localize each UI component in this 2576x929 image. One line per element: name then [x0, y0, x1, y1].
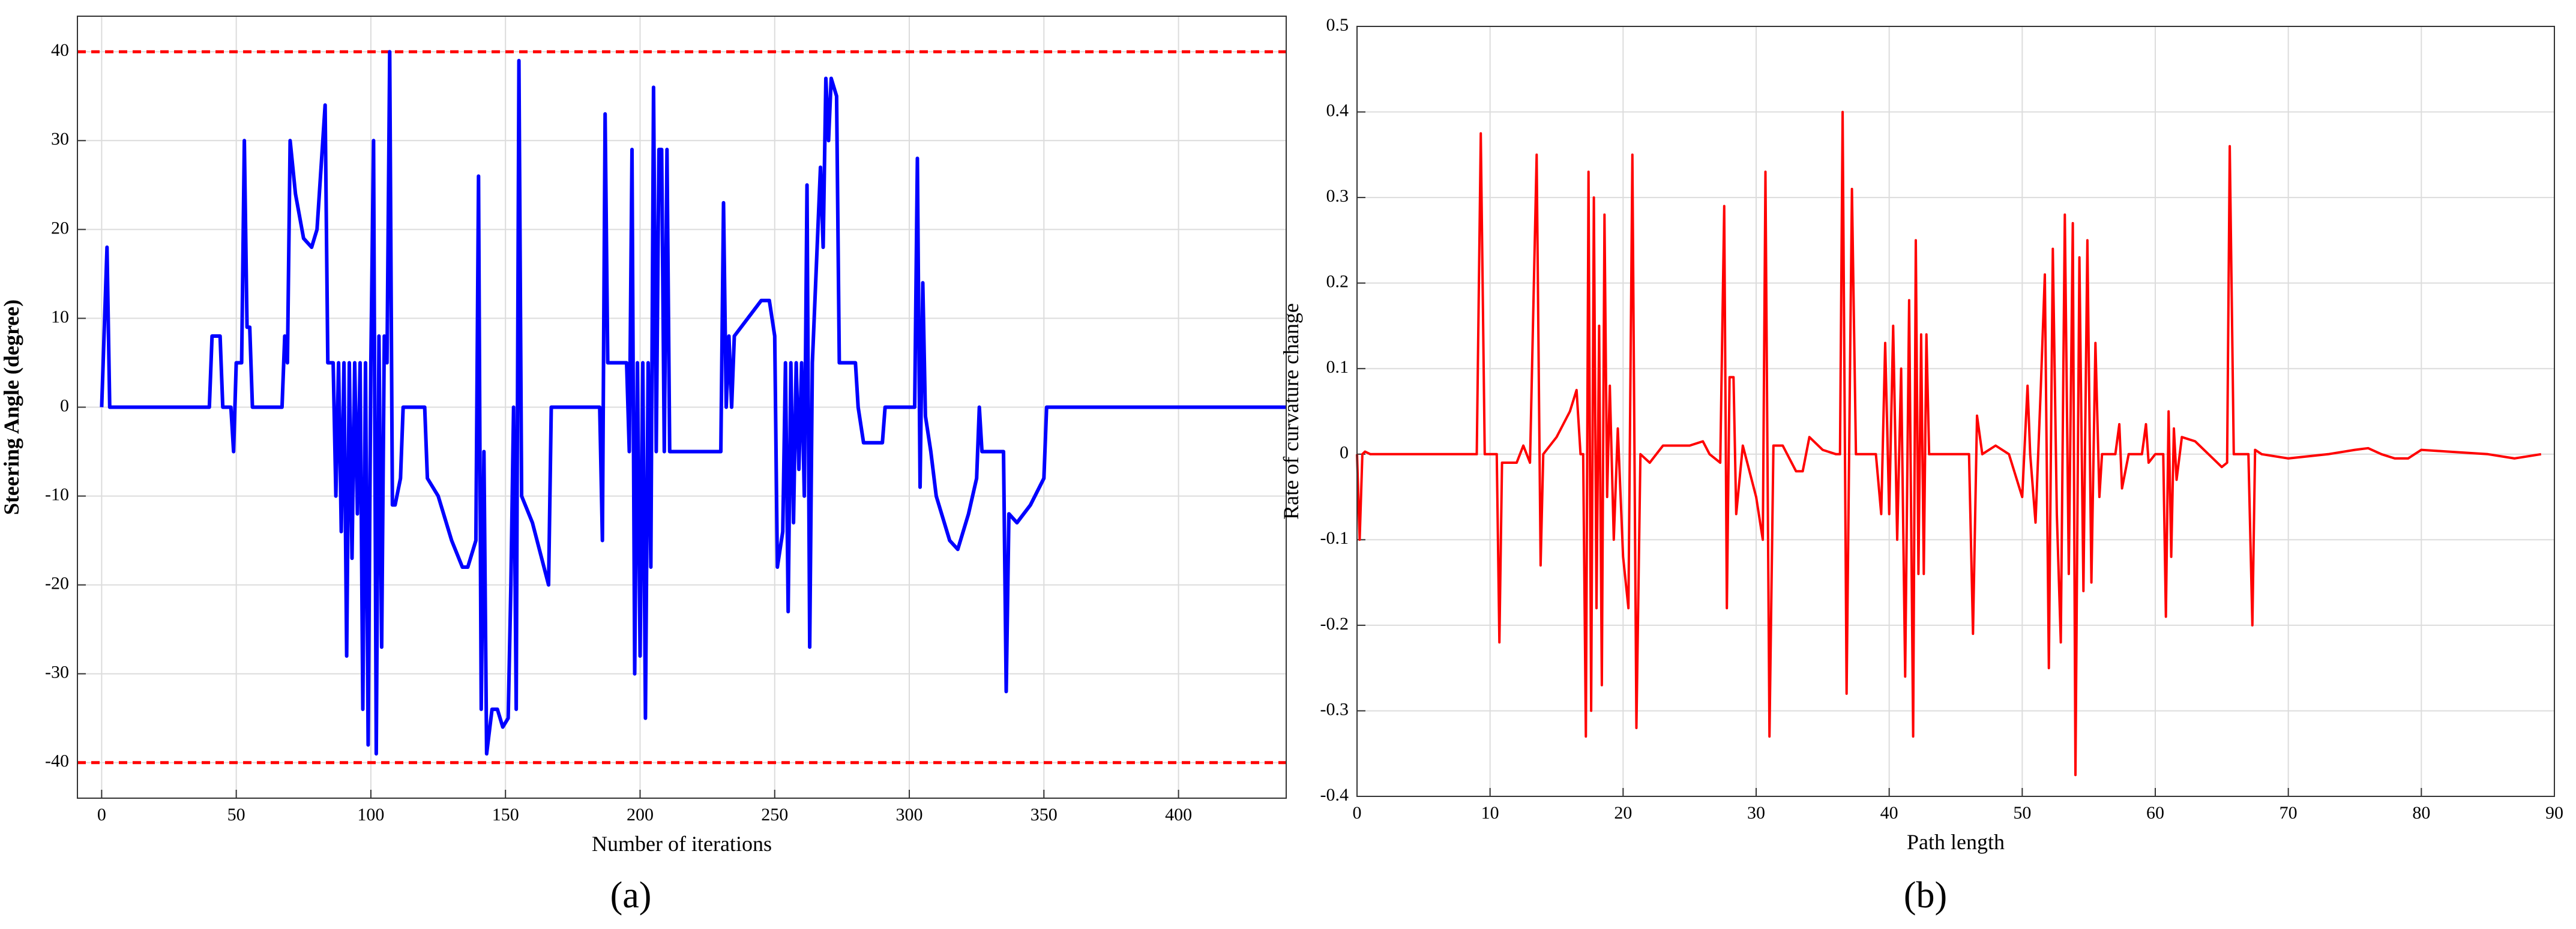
y-tick-label: 0.1: [1326, 357, 1349, 377]
y-axis-label: Rate of curvature change: [1279, 303, 1303, 520]
y-tick-label: -0.1: [1320, 528, 1349, 548]
x-tick-label: 60: [2146, 803, 2164, 823]
y-tick-label: 0.3: [1326, 186, 1349, 206]
x-axis-label: Path length: [1907, 830, 2005, 854]
y-tick-label: -30: [45, 663, 69, 682]
x-tick-label: 300: [896, 805, 923, 825]
x-tick-label: 50: [227, 805, 245, 825]
x-tick-label: 150: [492, 805, 519, 825]
y-tick-label: 0: [1340, 443, 1349, 463]
x-tick-label: 90: [2545, 803, 2563, 823]
x-tick-label: 10: [1481, 803, 1499, 823]
y-tick-label: -20: [45, 574, 69, 594]
x-tick-label: 40: [1880, 803, 1898, 823]
x-tick-label: 70: [2280, 803, 2298, 823]
y-tick-label: -0.2: [1320, 614, 1349, 634]
chart: 0 50 100 150 200 250 300 350 400 -40 -30 -20 -10 0 10 2…: [0, 16, 1287, 916]
y-tick-label: 0.2: [1326, 272, 1349, 292]
y-tick-label: -0.3: [1320, 699, 1349, 719]
x-tick-label: 350: [1031, 805, 1058, 825]
plot-frame: [1356, 26, 2555, 797]
y-tick-label: -40: [45, 751, 69, 771]
x-tick-label: 0: [97, 805, 106, 825]
y-tick-label: 20: [51, 218, 69, 238]
caption: (a): [610, 875, 652, 916]
y-tick-label: 0.5: [1326, 15, 1349, 35]
y-tick-label: 10: [51, 307, 69, 326]
caption: (b): [1904, 875, 1947, 916]
x-tick-label: 250: [761, 805, 788, 825]
y-tick-label: 0.4: [1326, 100, 1349, 120]
x-tick-label: 80: [2412, 803, 2430, 823]
data-line: [1356, 110, 2542, 777]
x-tick-label: 50: [2013, 803, 2031, 823]
y-tick-label: 40: [51, 40, 69, 60]
x-tick-label: 0: [1353, 803, 1362, 823]
y-tick-label: -0.4: [1320, 785, 1349, 805]
x-tick-label: 20: [1614, 803, 1632, 823]
plot-area: [1357, 26, 2554, 796]
data-line: [100, 50, 1286, 756]
x-tick-label: 400: [1165, 805, 1192, 825]
x-tick-label: 30: [1747, 803, 1765, 823]
y-axis-label: Steering Angle (degree): [0, 299, 23, 515]
x-axis-label: Number of iterations: [592, 832, 772, 856]
y-tick-label: 0: [60, 395, 69, 415]
x-tick-label: 100: [357, 805, 384, 825]
y-tick-label: 30: [51, 129, 69, 149]
x-tick-label: 200: [627, 805, 654, 825]
chart: 0 10 20 30 40 50 60 70 80 90 -0.4 -0.3 -0.2 -0.1 0 0.1 0…: [1279, 15, 2563, 916]
plot-frame: [77, 16, 1287, 799]
y-tick-label: -10: [45, 484, 69, 504]
